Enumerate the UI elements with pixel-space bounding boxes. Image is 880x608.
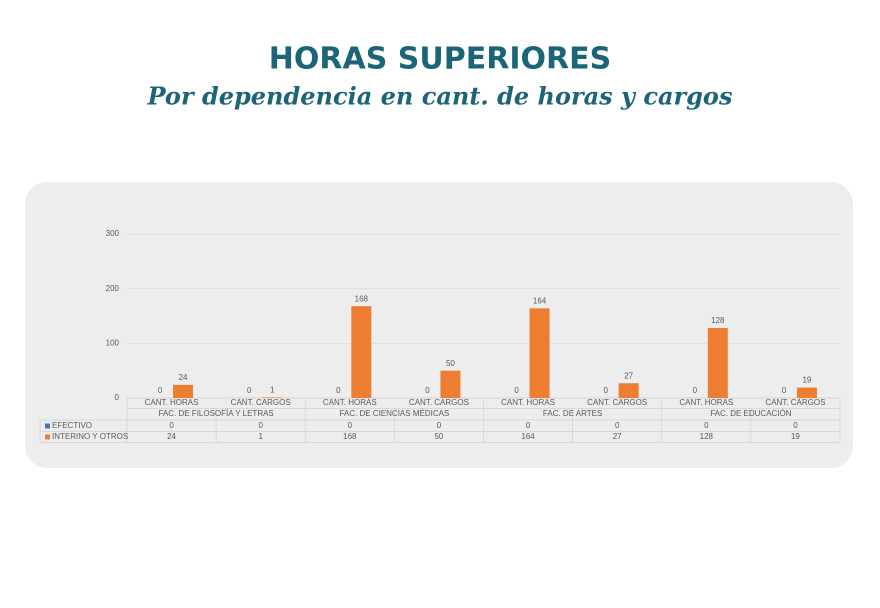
bar — [262, 397, 283, 398]
bar — [440, 370, 461, 398]
data-label: 1 — [270, 386, 275, 395]
table-cell: 50 — [434, 432, 443, 441]
table-cell: 24 — [167, 432, 176, 441]
data-label: 0 — [425, 386, 430, 395]
table-cell: 0 — [526, 421, 531, 430]
data-label: 164 — [533, 296, 547, 305]
x-tick-label: CANT. CARGOS — [409, 398, 469, 407]
x-tick-label: CANT. HORAS — [323, 398, 377, 407]
table-cell: 164 — [521, 432, 535, 441]
bar — [707, 328, 728, 398]
chart-title: HORAS SUPERIORES — [269, 42, 611, 77]
table-cell: 0 — [348, 421, 353, 430]
data-label: 50 — [446, 359, 455, 368]
data-label: 0 — [514, 386, 519, 395]
data-label: 0 — [782, 386, 787, 395]
chart-card — [25, 182, 853, 468]
x-tick-label: CANT. CARGOS — [765, 398, 825, 407]
data-label: 27 — [624, 371, 633, 380]
table-cell: 0 — [704, 421, 709, 430]
group-label: FAC. DE EDUCACIÓN — [710, 409, 792, 418]
y-tick-label: 100 — [106, 338, 120, 347]
group-label: FAC. DE FILOSOFÍA Y LETRAS — [158, 409, 273, 418]
table-cell: 0 — [615, 421, 620, 430]
table-cell: 0 — [169, 421, 174, 430]
bar — [173, 384, 194, 398]
table-cell: 1 — [258, 432, 263, 441]
x-tick-label: CANT. HORAS — [501, 398, 555, 407]
group-label: FAC. DE ARTES — [543, 409, 602, 418]
data-label: 19 — [802, 376, 811, 385]
bar — [351, 306, 372, 398]
data-label: 0 — [158, 386, 163, 395]
y-tick-label: 200 — [106, 284, 120, 293]
table-cell: 27 — [613, 432, 622, 441]
legend-label: INTERINO Y OTROS — [52, 432, 128, 441]
data-label: 0 — [693, 386, 698, 395]
y-tick-label: 300 — [106, 229, 120, 238]
data-label: 0 — [247, 386, 252, 395]
table-cell: 168 — [343, 432, 357, 441]
x-tick-label: CANT. HORAS — [145, 398, 199, 407]
table-cell: 0 — [437, 421, 442, 430]
group-label: FAC. DE CIENCIAS MÉDICAS — [339, 409, 449, 418]
table-cell: 128 — [700, 432, 714, 441]
table-cell: 0 — [258, 421, 263, 430]
data-label: 128 — [711, 316, 725, 325]
data-label: 0 — [603, 386, 608, 395]
data-label: 0 — [336, 386, 341, 395]
x-tick-label: CANT. HORAS — [679, 398, 733, 407]
bar — [796, 387, 817, 398]
bar — [529, 308, 550, 398]
x-tick-label: CANT. CARGOS — [587, 398, 647, 407]
table-cell: 0 — [793, 421, 798, 430]
table-cell: 19 — [791, 432, 800, 441]
data-label: 24 — [179, 373, 188, 382]
x-tick-label: CANT. CARGOS — [231, 398, 291, 407]
y-tick-label: 0 — [115, 393, 120, 402]
legend-key — [45, 434, 50, 440]
data-label: 168 — [355, 294, 369, 303]
legend-key — [45, 423, 50, 429]
legend-label: EFECTIVO — [52, 421, 92, 430]
bar — [618, 383, 639, 398]
chart-subtitle: Por dependencia en cant. de horas y carg… — [147, 82, 733, 111]
